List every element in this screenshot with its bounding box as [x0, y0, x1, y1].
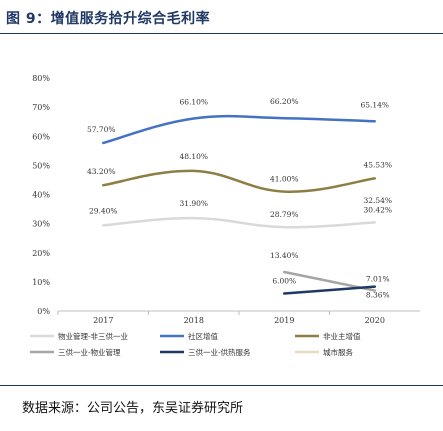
series-line — [283, 270, 376, 292]
y-tick-label: 80% — [32, 74, 50, 83]
legend-entry: 非业主增值 — [323, 331, 361, 341]
y-tick-label: 30% — [32, 220, 50, 229]
x-tick-label: 2017 — [93, 316, 113, 325]
data-label: 66.10% — [179, 97, 208, 106]
margin-line-chart: 0% 10% 20% 30% 40% 50% 60% 70% 80% 2017 2018 2019 20… — [30, 74, 420, 357]
legend-entry: 城市服务 — [323, 347, 353, 357]
data-label: 57.70% — [87, 125, 116, 134]
data-label: 32.54% — [363, 196, 392, 205]
series-line — [102, 169, 376, 193]
y-tick-label: 70% — [32, 103, 50, 112]
data-label: 48.10% — [179, 152, 208, 161]
legend-entry: 社区增值 — [188, 331, 218, 341]
data-label: 28.79% — [270, 210, 299, 219]
chart-axes: 0% 10% 20% 30% 40% 50% 60% 70% 80% 2017 2018 2019 20… — [32, 74, 420, 325]
data-label: 30.42% — [363, 205, 392, 214]
data-label: 41.00% — [270, 175, 299, 184]
y-tick-label: 60% — [32, 132, 50, 141]
data-label: 29.40% — [89, 206, 118, 215]
figure-title: 图 9：增值服务拾升综合毛利率 — [6, 11, 211, 27]
data-label: 7.01% — [366, 275, 390, 284]
series-line — [102, 216, 376, 229]
data-label: 65.14% — [360, 100, 389, 109]
y-tick-label: 50% — [32, 161, 50, 170]
y-tick-label: 10% — [32, 278, 50, 287]
y-tick-label: 20% — [32, 249, 50, 258]
data-label: 8.36% — [366, 291, 390, 300]
legend-entry: 物业管理-非三供一业 — [58, 331, 129, 341]
x-tick-label: 2020 — [365, 316, 385, 325]
data-label: 6.00% — [272, 277, 296, 286]
data-label: 31.90% — [179, 199, 208, 208]
data-label: 45.53% — [363, 160, 392, 169]
data-label: 66.20% — [270, 97, 299, 106]
source-rule — [0, 385, 443, 386]
x-tick-label: 2018 — [184, 316, 204, 325]
chart-series — [102, 114, 376, 295]
chart-data-labels: 29.40% 31.90% 28.79% 30.42% 57.70% 66.10% 66.2… — [87, 97, 392, 299]
y-tick-label: 40% — [32, 191, 50, 200]
series-line — [102, 114, 376, 145]
legend-entry: 三供一业-供热服务 — [188, 347, 251, 357]
title-rule — [0, 33, 443, 34]
data-label: 43.20% — [87, 167, 116, 176]
legend-entry: 三供一业-物业管理 — [58, 347, 121, 357]
series-line — [283, 285, 376, 295]
data-label: 13.40% — [270, 251, 299, 260]
y-tick-label: 0% — [37, 307, 50, 316]
source-note: 数据来源：公司公告，东吴证券研究所 — [22, 401, 244, 416]
x-tick-label: 2019 — [274, 316, 294, 325]
